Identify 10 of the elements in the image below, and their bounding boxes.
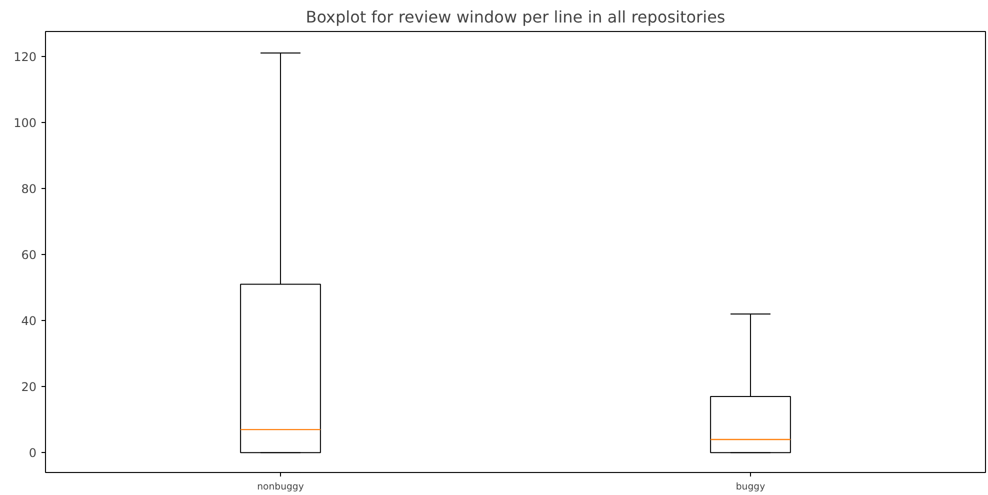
x-tick-label: buggy [736, 482, 766, 492]
y-tick-label: 120 [14, 50, 36, 64]
x-tick-label: nonbuggy [257, 482, 304, 492]
y-tick-label: 20 [21, 380, 37, 394]
y-tick-label: 100 [14, 116, 36, 130]
y-tick-label: 40 [21, 314, 37, 328]
y-tick-label: 0 [28, 446, 37, 460]
chart-title: Boxplot for review window per line in all repositories [306, 8, 726, 26]
y-tick-label: 60 [21, 248, 37, 262]
y-tick-label: 80 [21, 182, 37, 196]
